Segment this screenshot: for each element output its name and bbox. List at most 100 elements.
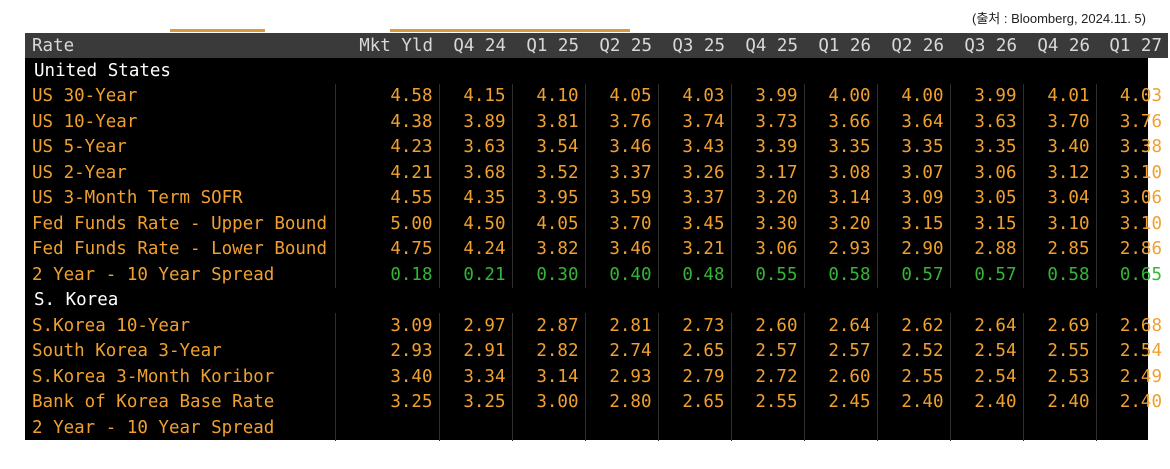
rate-value [1022,415,1096,441]
rate-value: 4.35 [438,185,512,211]
header-col[interactable]: Q4 26 [1023,33,1096,58]
rate-value: 0.57 [876,262,950,288]
rate-value: 2.85 [1022,236,1096,262]
header-col[interactable]: Mkt Yld [335,33,439,58]
rate-value [803,415,877,441]
rate-value: 2.60 [730,313,804,339]
rate-value: 3.40 [334,364,439,390]
rate-value: 0.30 [511,262,585,288]
header-col[interactable]: Q1 25 [512,33,585,58]
header-col[interactable]: Q4 25 [731,33,804,58]
rate-value: 3.64 [876,109,950,135]
rate-value: 2.86 [1095,236,1168,262]
rate-value: 2.87 [511,313,585,339]
rate-value: 3.12 [1022,160,1096,186]
rate-forecast-panel: Rate Mkt Yld Q4 24 Q1 25 Q2 25 Q3 25 Q4 … [25,33,1168,441]
rate-value: 3.09 [876,185,950,211]
rate-value: 2.93 [334,338,439,364]
rate-value: 2.97 [438,313,512,339]
table-row[interactable]: South Korea 3-Year 2.93 2.91 2.82 2.74 2.65 2.… [25,338,1168,364]
rate-value [438,415,512,441]
header-rate[interactable]: Rate [25,33,335,58]
header-col[interactable]: Q2 26 [877,33,950,58]
rate-value: 3.35 [949,134,1023,160]
section-row: United States [25,58,1168,84]
row-label: US 3-Month Term SOFR [32,188,243,209]
header-accent [390,29,630,32]
rate-value: 2.82 [511,338,585,364]
table-row[interactable]: 2 Year - 10 Year Spread [25,415,1168,441]
rate-value: 3.05 [949,185,1023,211]
rate-value: 2.55 [1022,338,1096,364]
rate-value: 3.40 [1022,134,1096,160]
rate-value: 3.34 [438,364,512,390]
table-row[interactable]: US 5-Year 4.23 3.63 3.54 3.46 3.43 3.39 3.35 3.3… [25,134,1168,160]
table-row[interactable]: US 3-Month Term SOFR 4.55 4.35 3.95 3.59 3.37… [25,185,1168,211]
rate-value: 4.38 [334,109,439,135]
section-row: S. Korea [25,288,1168,314]
rate-value: 5.00 [334,211,439,237]
rate-value: 2.57 [730,338,804,364]
rate-value: 3.89 [438,109,512,135]
rate-value [949,415,1023,441]
table-row[interactable]: S.Korea 10-Year 3.09 2.97 2.87 2.81 2.73 2.60 2… [25,313,1168,339]
rate-value: 4.00 [876,83,950,109]
table-row[interactable]: US 10-Year 4.38 3.89 3.81 3.76 3.74 3.73 3.66 3.… [25,109,1168,135]
table-row[interactable]: Bank of Korea Base Rate 3.25 3.25 3.00 2.80 2… [25,389,1168,415]
rate-value: 4.01 [1022,83,1096,109]
rate-value: 3.82 [511,236,585,262]
rate-value: 3.14 [511,364,585,390]
rate-value: 0.65 [1095,262,1168,288]
rate-value: 3.95 [511,185,585,211]
rate-value: 4.21 [334,160,439,186]
rate-value: 3.30 [730,211,804,237]
rate-value: 2.54 [949,338,1023,364]
header-col[interactable]: Q3 25 [658,33,731,58]
table-row[interactable]: US 2-Year 4.21 3.68 3.52 3.37 3.26 3.17 3.08 3.0… [25,160,1168,186]
rate-value: 3.99 [949,83,1023,109]
rate-value: 2.91 [438,338,512,364]
rate-value: 3.74 [657,109,731,135]
rate-value: 4.10 [511,83,585,109]
rate-value: 0.18 [334,262,439,288]
rate-value: 0.48 [657,262,731,288]
rate-value: 3.08 [803,160,877,186]
rate-value: 3.76 [584,109,658,135]
header-col[interactable]: Q1 26 [804,33,877,58]
rate-value: 2.60 [803,364,877,390]
header-col[interactable]: Q1 27 [1096,33,1168,58]
rate-value: 3.35 [803,134,877,160]
rate-value: 2.40 [949,389,1023,415]
rate-value: 3.39 [730,134,804,160]
table-row[interactable]: 2 Year - 10 Year Spread 0.18 0.21 0.30 0.40 0… [25,262,1168,288]
rate-value: 2.73 [657,313,731,339]
row-label: US 30-Year [32,86,138,107]
header-col[interactable]: Q4 24 [439,33,512,58]
rate-value: 2.81 [584,313,658,339]
rate-value: 2.69 [1022,313,1096,339]
rate-value [511,415,585,441]
section-title: United States [34,60,171,81]
table-row[interactable]: Fed Funds Rate - Upper Bound 5.00 4.50 4.05… [25,211,1168,237]
rate-value: 3.66 [803,109,877,135]
table-row[interactable]: S.Korea 3-Month Koribor 3.40 3.34 3.14 2.93 2… [25,364,1168,390]
rate-value: 3.37 [584,160,658,186]
rate-value [334,415,439,441]
rate-value: 4.24 [438,236,512,262]
rate-value [584,415,658,441]
rate-value: 3.38 [1095,134,1168,160]
rate-value: 2.45 [803,389,877,415]
table-row[interactable]: Fed Funds Rate - Lower Bound 4.75 4.24 3.82… [25,236,1168,262]
rate-value: 2.64 [803,313,877,339]
rate-value: 3.70 [584,211,658,237]
rate-value [657,415,731,441]
rate-value: 2.62 [876,313,950,339]
rate-value: 4.05 [584,83,658,109]
table-row[interactable]: US 30-Year 4.58 4.15 4.10 4.05 4.03 3.99 4.00 4.… [25,83,1168,109]
rate-value: 3.63 [949,109,1023,135]
rate-value: 2.72 [730,364,804,390]
row-label: Fed Funds Rate - Upper Bound [32,213,328,234]
header-col[interactable]: Q3 26 [950,33,1023,58]
rate-value: 3.35 [876,134,950,160]
header-col[interactable]: Q2 25 [585,33,658,58]
